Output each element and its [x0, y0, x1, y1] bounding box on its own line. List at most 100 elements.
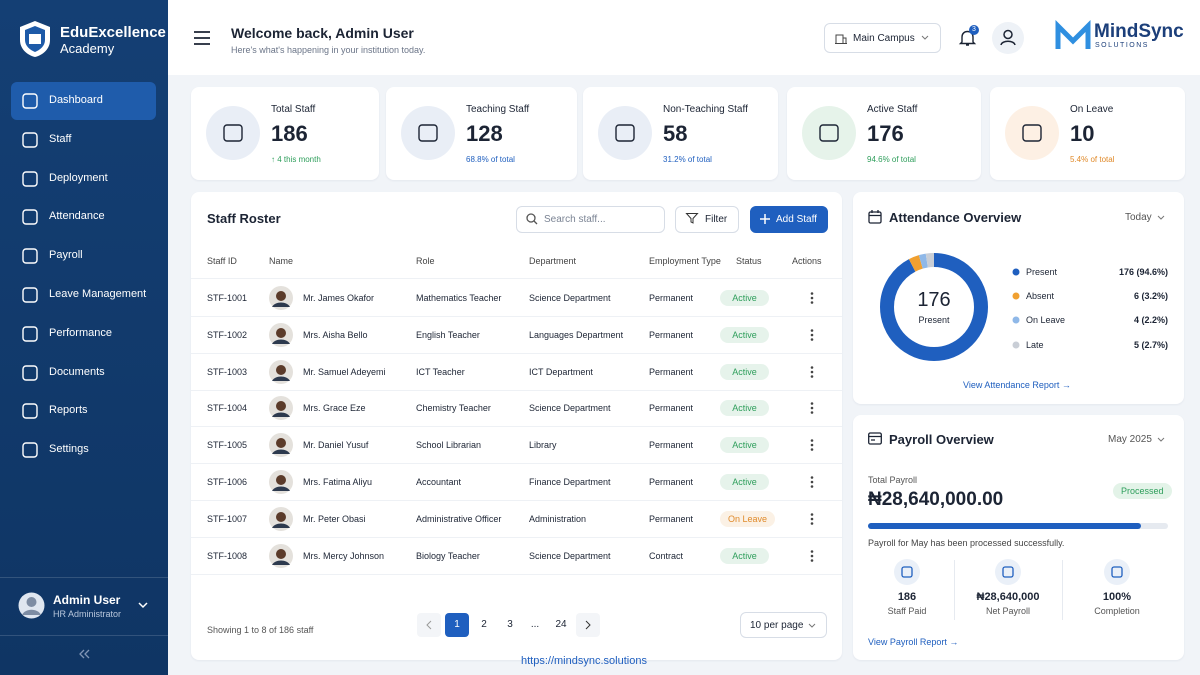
staff-id: STF-1007: [207, 513, 248, 524]
row-actions[interactable]: [810, 439, 814, 451]
staff-name[interactable]: Mrs. Fatima Aliyu: [303, 477, 373, 487]
user-menu-caret[interactable]: [138, 602, 148, 610]
staff-avatar: [269, 470, 293, 494]
payroll-stat-value: ₦28,640,000: [976, 591, 1040, 603]
stat-label: Non-Teaching Staff: [663, 104, 748, 115]
nav-icon: [22, 442, 38, 458]
row-divider: [191, 426, 842, 428]
employment-type: Permanent: [649, 329, 694, 340]
staff-name[interactable]: Mr. Samuel Adeyemi: [303, 366, 386, 377]
column-header[interactable]: Role: [416, 256, 435, 266]
column-header[interactable]: Staff ID: [207, 256, 237, 266]
donut-segment: [880, 253, 988, 361]
staff-id: STF-1001: [207, 293, 248, 303]
staff-name[interactable]: Mrs. Mercy Johnson: [303, 550, 385, 561]
attendance-link[interactable]: View Attendance Report →: [963, 380, 1071, 390]
payroll-period[interactable]: May 2025: [1108, 434, 1152, 445]
page-button[interactable]: 2: [481, 619, 487, 630]
staff-role: ICT Teacher: [416, 366, 465, 377]
staff-role: Accountant: [416, 477, 462, 487]
stat-label: On Leave: [1070, 104, 1114, 115]
next-page[interactable]: [576, 613, 600, 637]
staff-avatar: [269, 506, 293, 531]
column-header[interactable]: Department: [529, 256, 577, 266]
row-actions[interactable]: [810, 365, 814, 378]
status-pill: On Leave: [720, 510, 776, 527]
row-actions[interactable]: [810, 328, 814, 341]
search-placeholder[interactable]: Search staff...: [544, 214, 606, 225]
legend-value: 5 (2.7%): [1133, 339, 1168, 350]
stat-icon: [802, 106, 856, 160]
attendance-title: Attendance Overview: [889, 210, 1022, 225]
staff-role: English Teacher: [416, 329, 480, 340]
nav-item[interactable]: Reports: [49, 404, 88, 417]
nav-item[interactable]: Deployment: [49, 171, 108, 184]
column-header[interactable]: Employment Type: [649, 256, 721, 266]
nav-icon: [22, 248, 38, 264]
staff-department: ICT Department: [529, 366, 593, 377]
filter-button[interactable]: [675, 206, 739, 233]
stat-value: 176: [867, 121, 904, 146]
staff-role: Administrative Officer: [416, 513, 502, 524]
row-divider: [191, 352, 842, 354]
nav-item[interactable]: Settings: [49, 443, 89, 456]
page-button[interactable]: 3: [507, 619, 513, 630]
staff-id: STF-1008: [207, 550, 248, 561]
brand-sub: Academy: [60, 41, 115, 56]
per-page-label[interactable]: 10 per page: [750, 620, 804, 631]
nav-item[interactable]: Staff: [49, 132, 72, 145]
nav-item[interactable]: Attendance: [49, 210, 105, 223]
menu-button[interactable]: [194, 31, 210, 45]
staff-department: Library: [529, 440, 557, 451]
donut-center-label: Present: [918, 315, 950, 325]
nav-item[interactable]: Leave Management: [49, 288, 147, 300]
total-payroll-label: Total Payroll: [868, 475, 918, 485]
notification-count: 3: [969, 25, 979, 35]
donut-segment: [880, 253, 988, 361]
stat-note: 5.4% of total: [1070, 155, 1115, 164]
row-actions[interactable]: [810, 549, 814, 562]
prev-page[interactable]: [417, 613, 441, 637]
staff-name[interactable]: Mrs. Grace Eze: [303, 403, 366, 414]
column-header[interactable]: Name: [269, 256, 294, 266]
staff-department: Science Department: [529, 550, 611, 561]
add-staff-label[interactable]: Add Staff: [776, 214, 817, 225]
page-button[interactable]: 24: [555, 619, 567, 630]
profile-button[interactable]: [992, 22, 1024, 54]
staff-name[interactable]: Mr. Peter Obasi: [303, 513, 366, 524]
nav-item[interactable]: Dashboard: [49, 94, 103, 106]
per-page-select[interactable]: [740, 612, 827, 638]
employment-type: Permanent: [649, 403, 694, 414]
campus-label[interactable]: Main Campus: [853, 33, 915, 44]
user-name[interactable]: Admin User: [53, 593, 121, 607]
column-header[interactable]: Status: [736, 256, 762, 266]
employment-type: Permanent: [649, 366, 694, 377]
stat-label: Teaching Staff: [466, 104, 530, 115]
logo-tagline: SOLUTIONS: [1095, 42, 1149, 49]
employment-type: Permanent: [649, 513, 694, 524]
row-actions[interactable]: [810, 512, 814, 525]
showing-text: Showing 1 to 8 of 186 staff: [207, 625, 314, 635]
staff-avatar: [269, 433, 293, 458]
row-actions[interactable]: [810, 476, 814, 488]
page-button[interactable]: ...: [530, 619, 540, 630]
nav-item[interactable]: Performance: [49, 326, 112, 339]
staff-name[interactable]: Mrs. Aisha Bello: [303, 329, 368, 340]
nav-item[interactable]: Payroll: [49, 249, 83, 262]
filter-label[interactable]: Filter: [705, 214, 728, 225]
attendance-period[interactable]: Today: [1125, 212, 1152, 223]
collapse-button[interactable]: [78, 649, 90, 659]
staff-department: Languages Department: [529, 329, 624, 340]
caret: [808, 623, 816, 628]
payroll-link[interactable]: View Payroll Report →: [868, 637, 959, 647]
legend-label: Absent: [1026, 291, 1055, 302]
page-button[interactable]: 1: [445, 613, 469, 637]
search-box[interactable]: [516, 206, 665, 233]
staff-name[interactable]: Mr. Daniel Yusuf: [303, 440, 369, 451]
staff-name[interactable]: Mr. James Okafor: [303, 293, 375, 303]
nav-item[interactable]: Documents: [49, 365, 105, 378]
row-actions[interactable]: [810, 292, 814, 304]
notification-bell[interactable]: [958, 29, 977, 47]
row-actions[interactable]: [810, 402, 814, 415]
footer-url[interactable]: https://mindsync.solutions: [521, 655, 647, 667]
